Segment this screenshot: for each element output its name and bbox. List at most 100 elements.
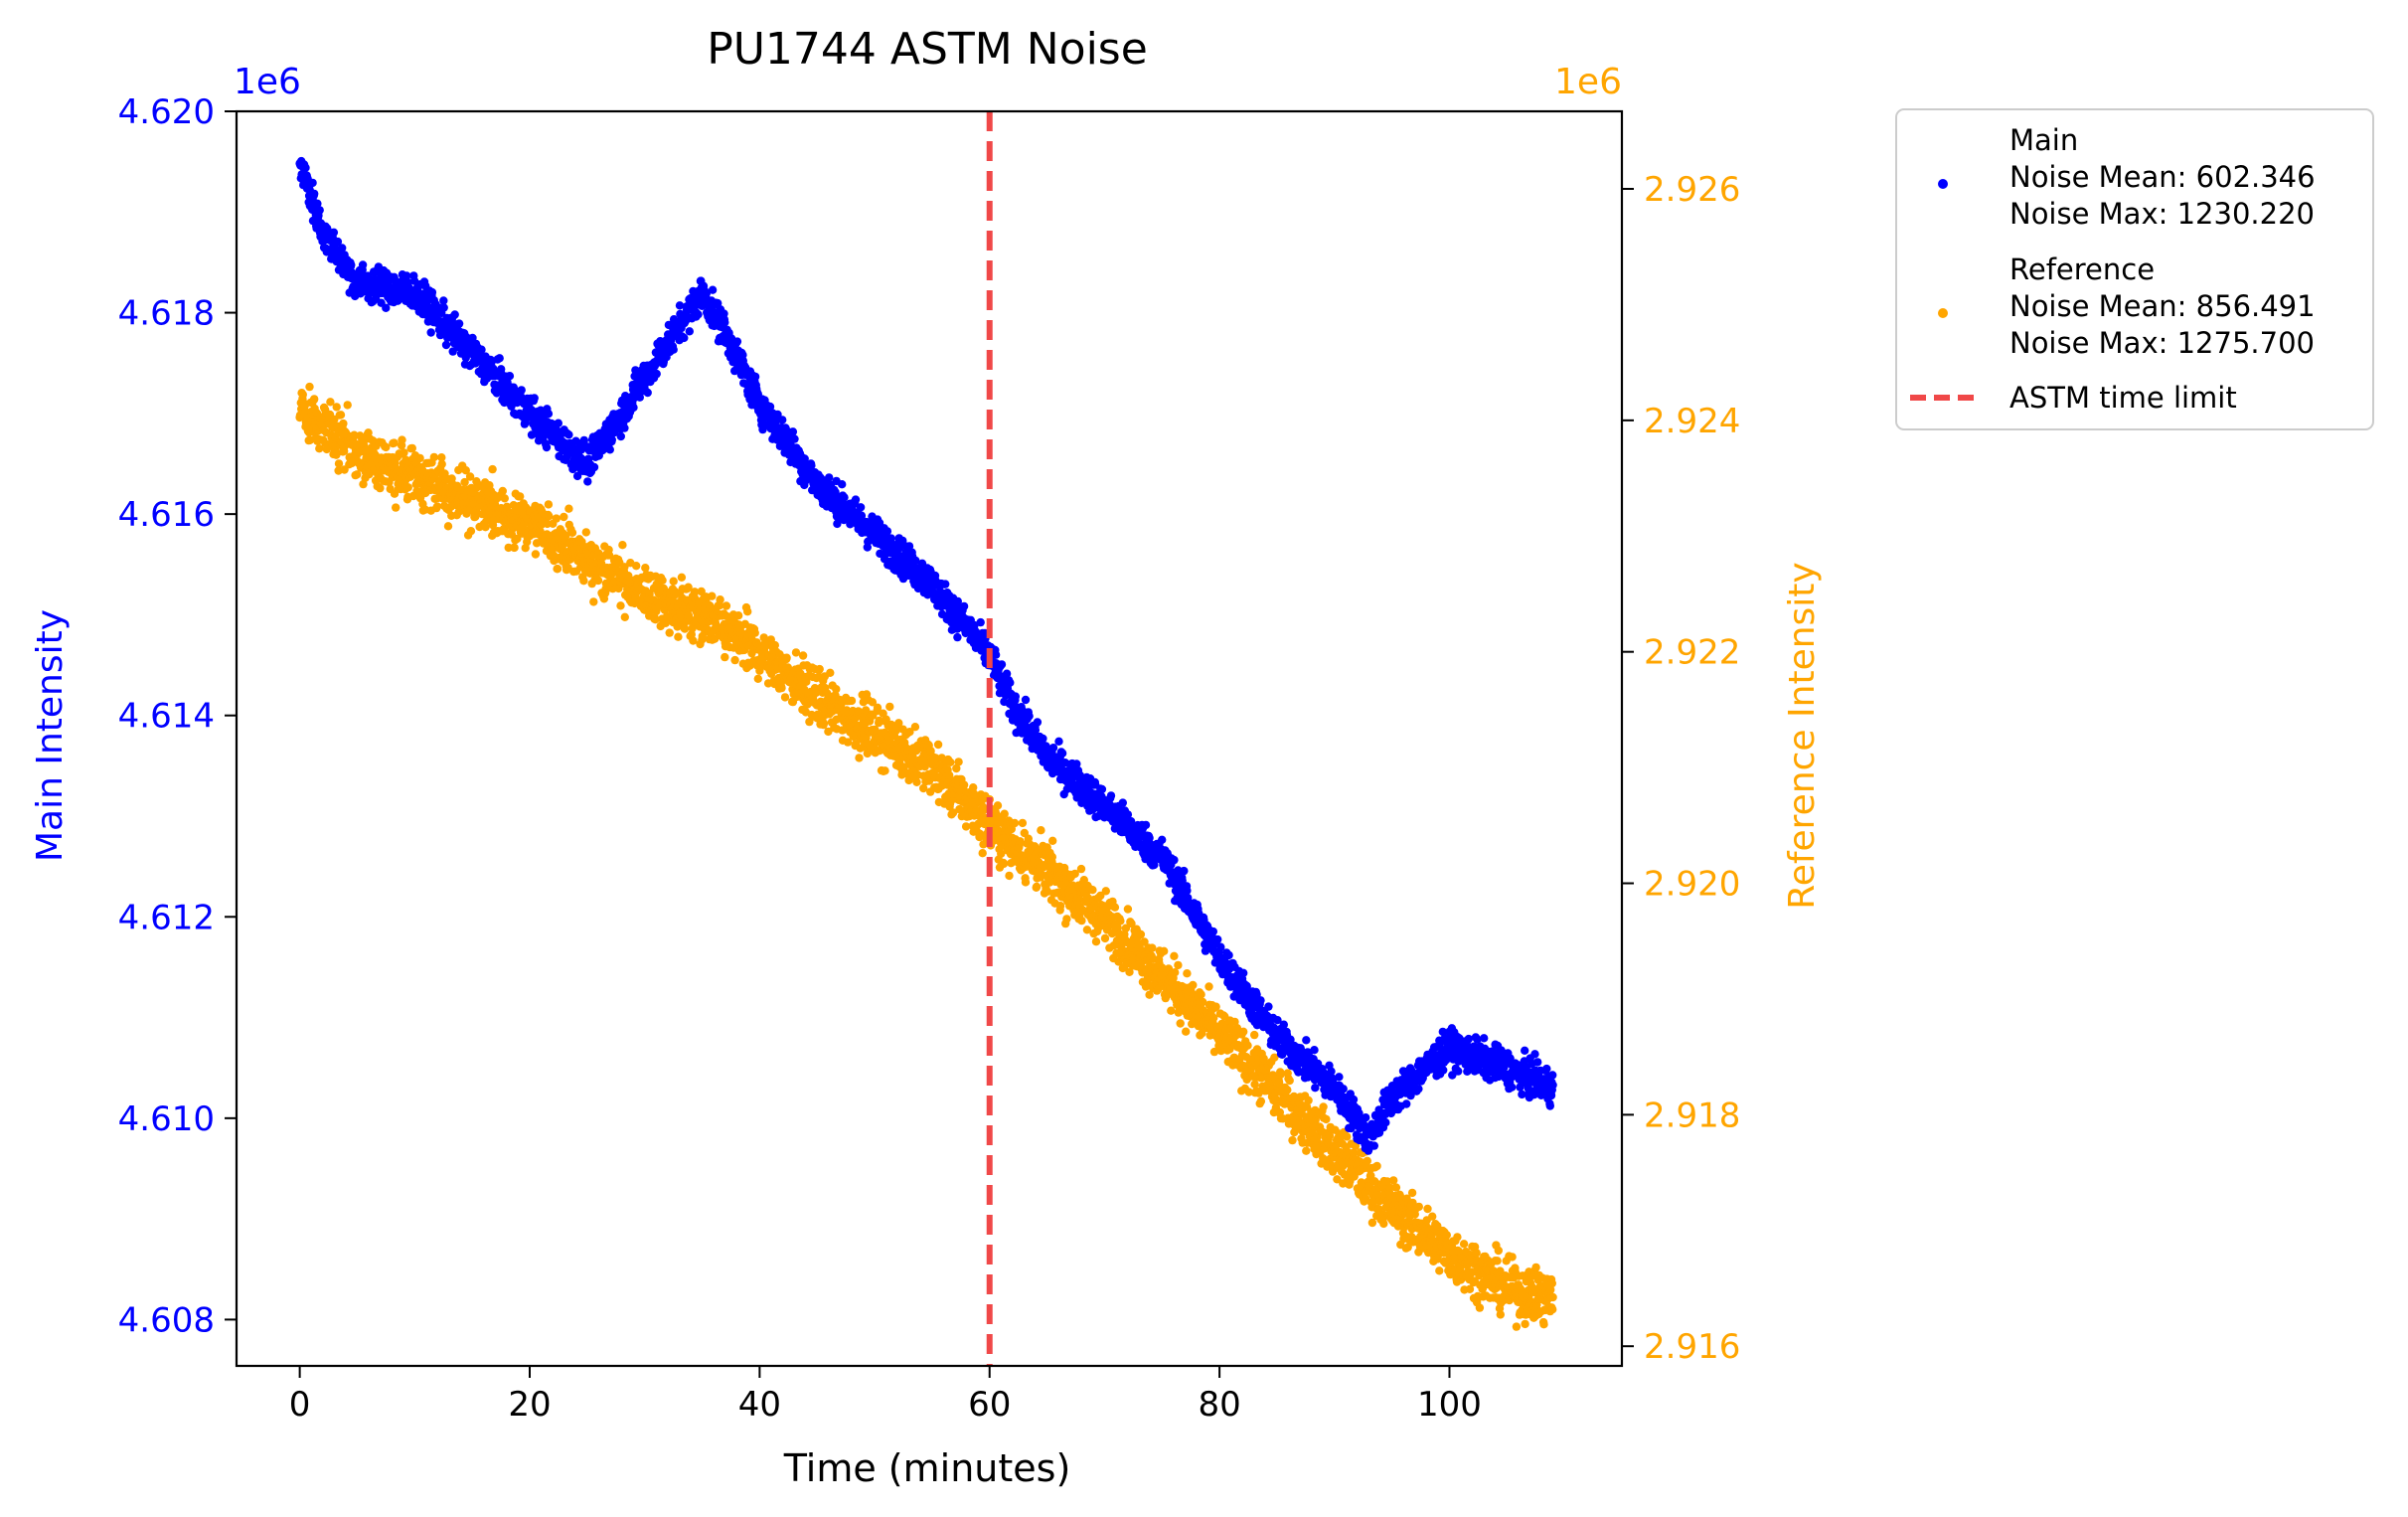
data-point: [343, 401, 352, 410]
data-point: [301, 163, 310, 172]
data-point: [933, 740, 943, 750]
data-point: [517, 386, 526, 395]
data-point: [554, 419, 562, 427]
data-point: [542, 442, 552, 452]
data-point: [969, 783, 978, 792]
data-point: [721, 652, 729, 662]
data-point: [730, 655, 739, 665]
data-point: [1047, 852, 1057, 862]
data-point: [1145, 990, 1154, 999]
data-point: [308, 178, 317, 188]
data-point: [1101, 887, 1111, 896]
data-point: [1148, 943, 1157, 952]
data-point: [832, 685, 841, 694]
data-point: [465, 472, 475, 481]
data-point: [400, 448, 408, 457]
data-point: [1016, 837, 1025, 846]
data-point: [658, 576, 667, 585]
data-point: [326, 398, 335, 407]
data-point: [495, 354, 504, 363]
data-point: [732, 337, 742, 346]
data-point: [564, 430, 573, 439]
data-point: [899, 762, 908, 771]
data-point: [819, 719, 829, 728]
data-point: [1116, 917, 1125, 926]
data-point: [1062, 915, 1071, 924]
data-point: [510, 543, 519, 553]
data-point: [976, 617, 985, 627]
data-point: [941, 580, 950, 589]
data-point: [1319, 1102, 1328, 1111]
data-point: [437, 459, 446, 469]
data-point: [620, 612, 629, 621]
data-point: [838, 480, 847, 489]
data-point: [336, 411, 346, 420]
data-point: [1547, 1278, 1557, 1288]
data-point: [652, 369, 661, 379]
data-point: [788, 427, 798, 436]
data-point: [390, 438, 399, 447]
data-point: [680, 333, 689, 343]
data-point: [825, 473, 834, 482]
data-point: [500, 494, 509, 503]
data-point: [1113, 924, 1122, 932]
data-point: [454, 319, 464, 328]
data-point: [946, 758, 955, 766]
data-point: [1539, 1320, 1548, 1329]
data-point: [334, 459, 344, 468]
data-point: [460, 477, 469, 487]
data-point: [605, 445, 614, 454]
data-point: [1055, 902, 1065, 911]
series-reference: [295, 382, 1557, 1331]
data-point: [945, 770, 954, 779]
data-point: [403, 483, 412, 492]
data-point: [687, 630, 696, 639]
data-point: [1204, 982, 1213, 991]
data-point: [978, 849, 987, 858]
data-point: [993, 801, 1003, 810]
data-point: [579, 577, 588, 586]
data-point: [694, 310, 703, 319]
data-point: [743, 607, 752, 616]
data-point: [618, 541, 627, 550]
data-point: [516, 492, 525, 501]
data-point: [629, 403, 638, 413]
data-point: [843, 738, 853, 747]
data-point: [1048, 836, 1057, 845]
data-point: [552, 514, 561, 523]
data-point: [876, 717, 884, 726]
data-point: [798, 651, 808, 660]
data-point: [1508, 1253, 1517, 1262]
data-point: [778, 416, 787, 424]
data-point: [1243, 1041, 1252, 1050]
data-point: [912, 777, 921, 786]
data-point: [347, 260, 356, 269]
data-point: [979, 805, 989, 814]
data-point: [997, 849, 1006, 858]
data-point: [1472, 1249, 1481, 1258]
data-point: [439, 303, 448, 312]
data-point: [1088, 886, 1097, 895]
data-point: [1548, 1292, 1557, 1302]
data-point: [298, 390, 307, 400]
data-point: [1209, 1013, 1218, 1023]
data-point: [641, 564, 650, 573]
data-point: [398, 435, 406, 444]
data-point: [1010, 818, 1020, 828]
data-point: [883, 527, 892, 536]
data-point: [1018, 818, 1028, 828]
data-point: [1428, 1212, 1437, 1221]
data-point: [790, 434, 799, 443]
data-point: [851, 495, 861, 504]
data-point: [450, 310, 459, 319]
data-point: [498, 486, 507, 496]
data-point: [688, 623, 697, 633]
data-point: [1363, 1156, 1372, 1166]
data-point: [791, 648, 801, 657]
data-point: [1140, 937, 1149, 946]
data-point: [315, 444, 324, 453]
data-point: [1110, 903, 1120, 912]
data-point: [674, 632, 683, 641]
data-point: [432, 502, 442, 511]
data-point: [910, 723, 920, 732]
